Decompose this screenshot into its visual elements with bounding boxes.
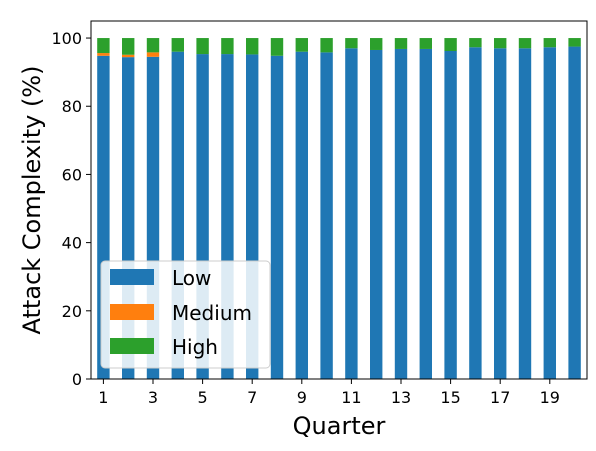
legend-swatch-low (110, 269, 154, 285)
bar-high-q14 (419, 38, 432, 49)
x-tick-label: 3 (148, 388, 158, 407)
y-tick-label: 80 (62, 97, 82, 116)
y-tick-label: 100 (51, 29, 82, 48)
bar-high-q5 (196, 38, 209, 55)
bar-low-q19 (543, 47, 556, 380)
bar-high-q9 (295, 38, 308, 52)
bar-high-q15 (444, 38, 457, 52)
plot-frame (90, 20, 588, 380)
bar-low-q20 (568, 46, 581, 379)
legend-swatch-medium (110, 304, 154, 320)
bar-low-q8 (270, 55, 284, 380)
x-tick-label: 11 (341, 388, 361, 407)
bar-high-q6 (221, 38, 234, 55)
bar-high-q1 (97, 38, 110, 54)
x-tick-label: 19 (540, 388, 560, 407)
bar-low-q15 (444, 51, 457, 379)
legend-label-medium: Medium (172, 301, 252, 325)
legend-label-low: Low (172, 266, 211, 290)
x-tick-label: 17 (490, 388, 510, 407)
bar-high-q18 (518, 38, 532, 49)
x-tick-label: 9 (297, 388, 307, 407)
bar-medium-q3 (146, 52, 160, 57)
y-tick-label: 60 (62, 165, 82, 184)
bar-low-q16 (469, 47, 482, 380)
bar-high-q3 (146, 38, 160, 53)
x-tick-label: 15 (440, 388, 460, 407)
legend-label-high: High (172, 335, 218, 359)
bar-high-q19 (543, 38, 556, 48)
y-axis-title: Attack Complexity (%) (18, 66, 46, 335)
legend: Low Medium High (100, 260, 271, 369)
bar-high-q2 (122, 38, 135, 55)
bar-low-q12 (370, 49, 383, 379)
bar-high-q20 (568, 38, 581, 47)
bar-high-q12 (370, 38, 383, 50)
bar-high-q13 (394, 38, 408, 49)
bar-high-q17 (494, 38, 507, 49)
y-ticks-group: 0 20 40 60 80 100 (51, 29, 91, 389)
bar-high-q7 (246, 38, 259, 55)
x-tick-label: 1 (98, 388, 108, 407)
bar-high-q10 (320, 38, 333, 53)
axes-group (90, 20, 588, 380)
bar-medium-q1 (97, 53, 110, 56)
x-tick-label: 5 (198, 388, 208, 407)
x-tick-label: 13 (391, 388, 411, 407)
y-tick-label: 40 (62, 234, 82, 253)
bar-low-q9 (295, 51, 308, 379)
bar-low-q17 (494, 48, 507, 380)
bar-low-q18 (518, 48, 532, 380)
x-tick-label: 7 (247, 388, 257, 407)
y-tick-label: 20 (62, 302, 82, 321)
bar-high-q4 (171, 38, 184, 52)
y-tick-label: 0 (72, 370, 82, 389)
bar-medium-q2 (122, 54, 135, 58)
x-axis-title: Quarter (293, 412, 386, 440)
bar-low-q10 (320, 52, 333, 380)
bar-high-q11 (345, 38, 358, 49)
bar-high-q16 (469, 38, 482, 48)
bar-high-q8 (270, 38, 284, 56)
x-ticks-group: 1 3 5 7 9 11 13 15 17 19 (98, 379, 560, 407)
legend-swatch-high (110, 338, 154, 354)
bar-low-q14 (419, 48, 432, 379)
bar-low-q11 (345, 48, 358, 380)
bar-low-q13 (394, 48, 408, 379)
